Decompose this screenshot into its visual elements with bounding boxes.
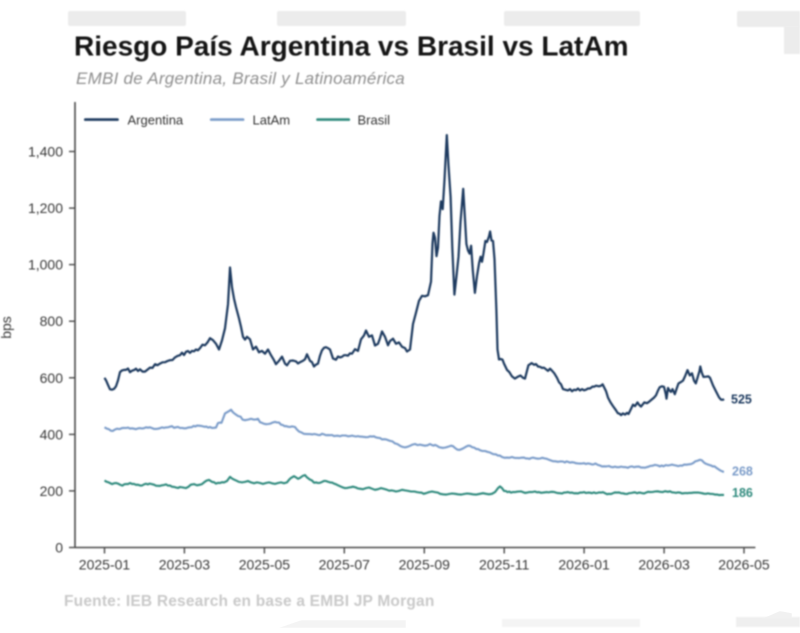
svg-text:bps: bps (0, 316, 14, 339)
svg-text:600: 600 (40, 370, 64, 386)
svg-text:268: 268 (732, 465, 753, 479)
svg-text:2025-01: 2025-01 (79, 557, 131, 573)
svg-text:Fuente: IEB Research en base a: Fuente: IEB Research en base a EMBI JP M… (64, 593, 435, 610)
svg-text:LatAm: LatAm (253, 112, 291, 127)
svg-text:2026-03: 2026-03 (638, 557, 690, 573)
svg-text:800: 800 (40, 313, 64, 329)
svg-text:525: 525 (731, 393, 752, 407)
svg-text:2025-11: 2025-11 (479, 557, 530, 573)
svg-text:1,000: 1,000 (28, 257, 63, 273)
svg-text:Riesgo País Argentina vs Brasi: Riesgo País Argentina vs Brasil vs LatAm (74, 31, 629, 62)
svg-text:2026-01: 2026-01 (558, 557, 610, 573)
svg-text:400: 400 (40, 426, 64, 442)
svg-text:2025-09: 2025-09 (399, 557, 451, 573)
svg-text:1,400: 1,400 (28, 144, 63, 160)
svg-text:2025-07: 2025-07 (319, 557, 371, 573)
svg-text:186: 186 (732, 486, 753, 500)
svg-text:2026-05: 2026-05 (718, 557, 770, 573)
svg-text:EMBI de Argentina, Brasil y La: EMBI de Argentina, Brasil y Latinoaméric… (76, 69, 405, 88)
svg-text:2025-05: 2025-05 (239, 557, 291, 573)
svg-text:200: 200 (40, 483, 64, 499)
svg-text:2025-03: 2025-03 (159, 557, 211, 573)
svg-text:Brasil: Brasil (358, 112, 391, 127)
svg-text:1,200: 1,200 (28, 200, 63, 216)
svg-text:0: 0 (55, 540, 63, 556)
svg-text:Argentina: Argentina (128, 112, 184, 127)
